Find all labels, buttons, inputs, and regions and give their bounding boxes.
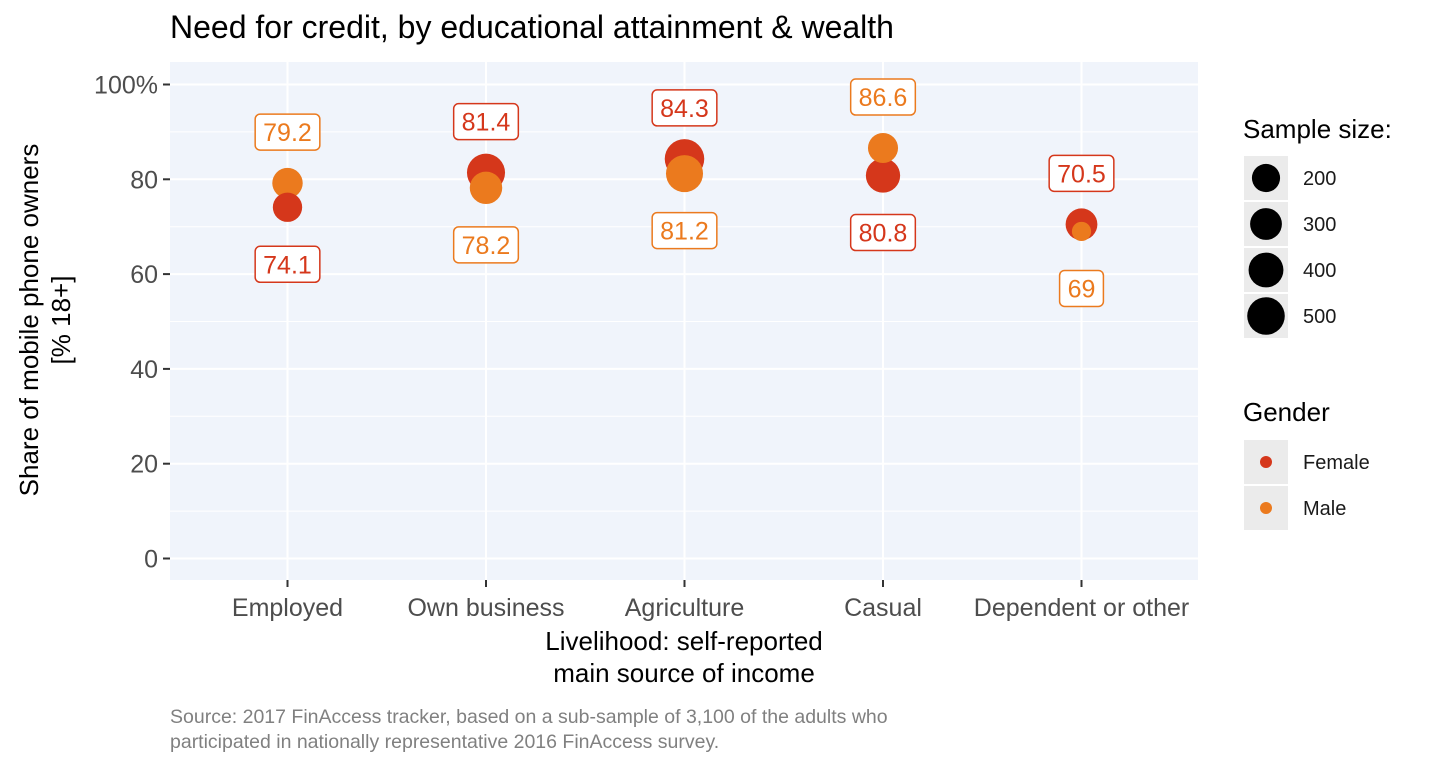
data-label-box [651,89,718,127]
caption-line: Source: 2017 FinAccess tracker, based on… [170,706,888,728]
legend-size-key-500 [1247,297,1285,335]
y-tick-label: 60 [130,261,158,289]
point-female-0 [272,192,303,222]
data-label-box [254,245,321,284]
y-axis-title-line: Share of mobile phone owners [14,144,44,497]
data-label-text: 79.2 [263,119,312,147]
y-axis-title: Share of mobile phone owners[% 18+] [14,144,76,497]
legend-gender-key-female [1260,456,1272,468]
legend: Sample size: 200 300 400 500 Gender Female Male [1243,114,1392,530]
point-male-0 [272,167,303,199]
data-label-box [1048,154,1115,193]
y-axis: 0 20 40 60 80 100% [94,72,170,574]
y-tick-label: 100% [94,72,158,100]
x-tick-label: Casual [844,594,922,622]
data-label-text: 81.2 [660,218,709,246]
chart-title: Need for credit, by educational attainme… [170,9,894,45]
data-label-text: 86.6 [859,84,908,112]
legend-size-title: Sample size: [1243,114,1392,144]
data-label-text: 81.4 [462,109,511,137]
data-label-text: 80.8 [859,220,908,248]
legend-size-key-400 [1248,252,1284,288]
x-axis-title: Livelihood: self-reported main source of … [545,626,823,688]
x-axis: Employed Own business Agriculture Casual Dep… [232,580,1189,622]
data-label-text: 70.5 [1057,160,1106,188]
point-male-1 [469,171,503,205]
y-tick-label: 80 [130,166,158,194]
data-label-box [1058,269,1105,308]
y-tick-label: 0 [144,546,158,574]
legend-size-key-200 [1251,163,1281,193]
data-label-female-0: 74.1 [254,245,321,284]
legend-gender-label: Female [1303,452,1370,474]
data-label-male-2: 81.2 [651,211,718,250]
legend-gender-title: Gender [1243,397,1330,427]
data-label-text: 74.1 [263,251,312,279]
data-label-male-4: 69 [1058,269,1105,308]
legend-size-label: 500 [1303,306,1336,328]
legend-gender-label: Male [1303,498,1346,520]
point-female-3 [865,158,901,193]
data-label-box [849,78,917,116]
data-label-box [651,211,718,250]
data-label-box [452,102,520,141]
legend-gender-key-male [1260,502,1272,514]
data-label-female-1: 81.4 [452,102,520,141]
legend-size-label: 300 [1303,214,1336,236]
x-axis-title-line: Livelihood: self-reported [545,626,823,656]
data-label-text: 78.2 [462,232,511,260]
point-male-2 [665,155,704,193]
x-tick-label: Dependent or other [974,594,1189,622]
data-label-box [452,226,520,264]
legend-size-label: 400 [1303,260,1336,282]
x-tick-label: Agriculture [625,594,745,622]
data-labels: 74.1 81.4 84.3 80.8 70.5 79.2 78.2 81.2 86.6 69 [254,78,1115,308]
data-label-box [254,113,321,151]
x-tick-label: Employed [232,594,343,622]
y-tick-label: 40 [130,356,158,384]
caption-line: participated in nationally representativ… [170,731,719,753]
point-male-3 [867,132,899,164]
y-axis-title-line: [% 18+] [46,276,76,365]
data-label-male-1: 78.2 [452,226,520,264]
data-label-box [849,213,917,252]
point-male-4 [1071,221,1092,242]
x-tick-label: Own business [407,594,564,622]
y-tick-label: 20 [130,451,158,479]
x-axis-title-line: main source of income [553,658,815,688]
data-label-male-0: 79.2 [254,113,321,151]
data-label-female-2: 84.3 [651,89,718,127]
legend-size-key-300 [1250,208,1282,240]
chart-caption: Source: 2017 FinAccess tracker, based on… [170,706,888,753]
data-label-male-3: 86.6 [849,78,917,116]
legend-size-label: 200 [1303,168,1336,190]
data-label-text: 84.3 [660,95,709,123]
data-points [272,132,1098,242]
data-label-female-3: 80.8 [849,213,917,252]
data-label-female-4: 70.5 [1048,154,1115,193]
data-label-text: 69 [1068,275,1096,303]
